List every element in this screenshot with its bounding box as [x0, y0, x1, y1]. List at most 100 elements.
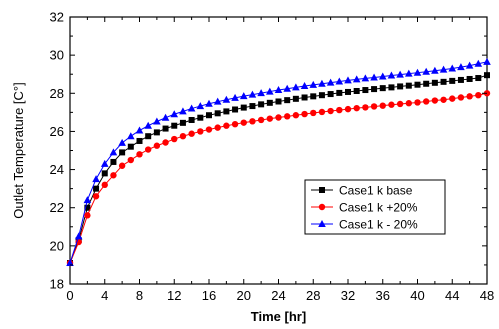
data-point: [170, 110, 179, 118]
legend-entry-label: Case1 k +20%: [339, 201, 418, 215]
data-point: [171, 135, 178, 143]
data-point: [257, 116, 265, 124]
data-point: [249, 103, 256, 110]
data-point: [448, 64, 457, 72]
x-tick-label: 44: [445, 288, 459, 303]
series-3: [66, 57, 491, 267]
y-tick-label: 18: [50, 277, 64, 292]
data-point: [179, 132, 187, 140]
data-point: [188, 116, 195, 123]
data-point: [370, 73, 378, 81]
data-point: [405, 100, 413, 107]
x-tick-label: 0: [66, 288, 73, 303]
y-tick-label: 20: [50, 238, 64, 253]
data-point: [310, 109, 317, 117]
data-point: [214, 124, 221, 131]
data-point: [318, 79, 326, 87]
data-point: [396, 100, 404, 108]
data-point: [353, 104, 360, 112]
data-point: [240, 104, 247, 111]
x-tick-label: 20: [237, 288, 251, 303]
data-point: [457, 76, 464, 83]
x-axis-label: Time [hr]: [251, 309, 306, 324]
data-point: [239, 92, 248, 100]
series-1: [67, 72, 490, 267]
data-point: [205, 126, 213, 133]
data-point: [110, 158, 117, 165]
data-point: [136, 137, 143, 144]
data-point: [292, 95, 299, 102]
data-point: [223, 108, 230, 115]
data-point: [136, 151, 143, 158]
data-point: [171, 122, 178, 129]
data-point: [379, 85, 386, 92]
data-point: [213, 97, 222, 105]
data-point: [161, 113, 170, 121]
data-point: [118, 162, 126, 169]
data-point: [336, 89, 343, 96]
data-point: [388, 84, 395, 91]
data-point: [475, 91, 482, 99]
data-point: [335, 77, 344, 85]
data-point: [232, 106, 239, 113]
data-point: [422, 67, 430, 75]
data-point: [205, 99, 213, 107]
data-point: [440, 96, 447, 103]
legend-marker: [318, 203, 326, 211]
data-point: [397, 83, 404, 90]
data-point: [388, 101, 395, 108]
x-tick-label: 8: [136, 288, 143, 303]
data-point: [223, 122, 230, 129]
data-point: [84, 204, 91, 211]
data-point: [345, 88, 351, 95]
data-point: [222, 95, 231, 103]
data-point: [127, 156, 135, 164]
data-point: [240, 119, 247, 126]
data-point: [396, 70, 404, 78]
data-point: [110, 172, 117, 179]
data-point: [196, 102, 205, 110]
data-point: [84, 212, 91, 219]
data-point: [179, 119, 186, 126]
data-point: [145, 133, 152, 140]
data-point: [153, 117, 161, 125]
data-point: [300, 82, 309, 90]
data-point: [93, 185, 100, 192]
data-point: [292, 112, 300, 119]
data-point: [144, 146, 152, 153]
data-point: [100, 159, 109, 167]
data-point: [266, 115, 274, 122]
data-point: [135, 126, 144, 134]
legend: Case1 k base Case1 k +20% Case1 k - 20%: [304, 179, 446, 235]
data-point: [275, 114, 282, 121]
x-tick-label: 16: [202, 288, 216, 303]
data-point: [431, 66, 439, 74]
data-point: [162, 139, 169, 146]
data-point: [101, 181, 108, 189]
data-point: [153, 142, 161, 149]
data-point: [457, 94, 465, 101]
data-point: [422, 98, 430, 105]
data-point: [266, 99, 273, 106]
data-point: [474, 59, 483, 67]
data-point: [457, 63, 465, 71]
data-point: [179, 107, 187, 115]
data-point: [284, 97, 291, 104]
data-point: [248, 90, 257, 98]
data-point: [361, 74, 370, 82]
x-tick-label: 4: [101, 288, 108, 303]
legend-entry-label: Case1 k - 20%: [339, 218, 418, 232]
series-layer: [66, 57, 491, 267]
x-tick-label: 36: [376, 288, 390, 303]
legend-marker: [319, 187, 325, 193]
data-point: [310, 93, 317, 100]
data-point: [118, 138, 126, 146]
data-point: [301, 94, 308, 101]
data-point: [405, 82, 412, 89]
data-point: [431, 79, 438, 86]
y-tick-label: 28: [50, 86, 64, 101]
data-point: [162, 125, 169, 132]
data-point: [301, 110, 308, 118]
data-point: [379, 102, 386, 109]
data-point: [127, 132, 135, 140]
